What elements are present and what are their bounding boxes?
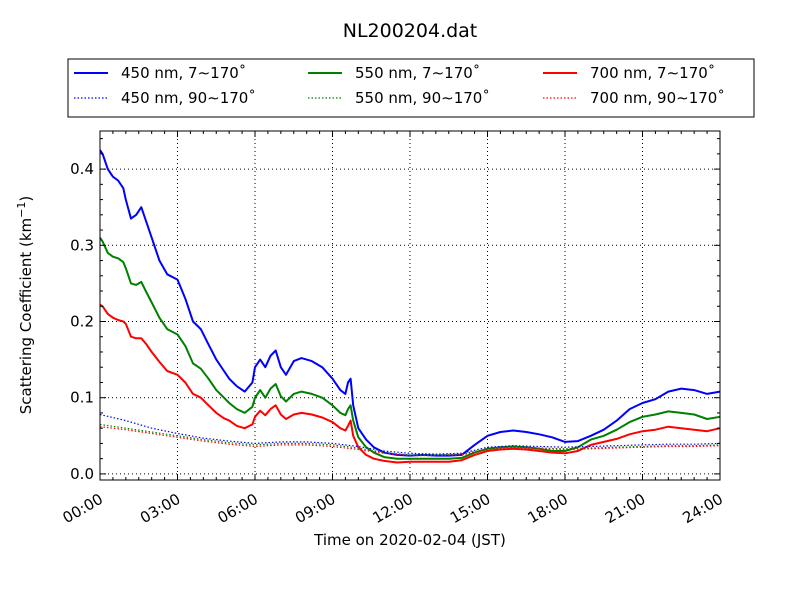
y-axis-label: Scattering Coefficient (km−1)	[15, 196, 35, 415]
series-line-1	[99, 149, 721, 457]
y-axis-label-superscript: −1	[15, 202, 28, 218]
y-tick-label: 0.3	[70, 236, 94, 254]
legend-label: 550 nm, 7∼170˚	[355, 64, 480, 82]
y-tick-label: 0.1	[70, 389, 94, 407]
y-axis-label-suffix: )	[17, 196, 35, 202]
series-line-6	[99, 426, 721, 457]
legend-label: 700 nm, 90∼170˚	[590, 89, 725, 107]
y-tick-label: 0.4	[70, 160, 94, 178]
x-tick-label: 21:00	[602, 490, 648, 527]
y-axis-label-main: Scattering Coefficient (km	[17, 218, 35, 414]
legend-label: 550 nm, 90∼170˚	[355, 89, 490, 107]
y-tick-label: 0.0	[70, 465, 94, 483]
legend-label: 700 nm, 7∼170˚	[590, 64, 715, 82]
x-tick-label: 00:00	[60, 490, 106, 527]
x-tick-label: 06:00	[215, 490, 261, 527]
legend-label: 450 nm, 7∼170˚	[121, 64, 246, 82]
grid-lines	[100, 131, 720, 480]
series-line-3	[99, 303, 721, 464]
series-line-4	[99, 413, 721, 455]
series-line-2	[99, 237, 721, 460]
x-tick-label: 24:00	[680, 490, 726, 527]
x-tick-label: 15:00	[447, 490, 493, 527]
y-tick-label: 0.2	[70, 313, 94, 331]
legend-frame	[67, 58, 755, 118]
x-tick-label: 03:00	[137, 490, 183, 527]
axis-ticks: 00:00 03:00 06:00 09:00 12:00 15:00 18:00 21:00…	[60, 131, 726, 527]
series-lines	[99, 149, 721, 464]
x-tick-label: 12:00	[370, 490, 416, 527]
chart-legend: 450 nm, 7∼170˚ 450 nm, 90∼170˚ 550 nm, 7∼1…	[67, 58, 755, 118]
x-tick-label: 09:00	[292, 490, 338, 527]
series-line-5	[99, 423, 721, 456]
legend-label: 450 nm, 90∼170˚	[121, 89, 256, 107]
chart-title: NL200204.dat	[343, 20, 478, 42]
x-axis-label: Time on 2020-02-04 (JST)	[313, 531, 506, 549]
x-tick-label: 18:00	[525, 490, 571, 527]
